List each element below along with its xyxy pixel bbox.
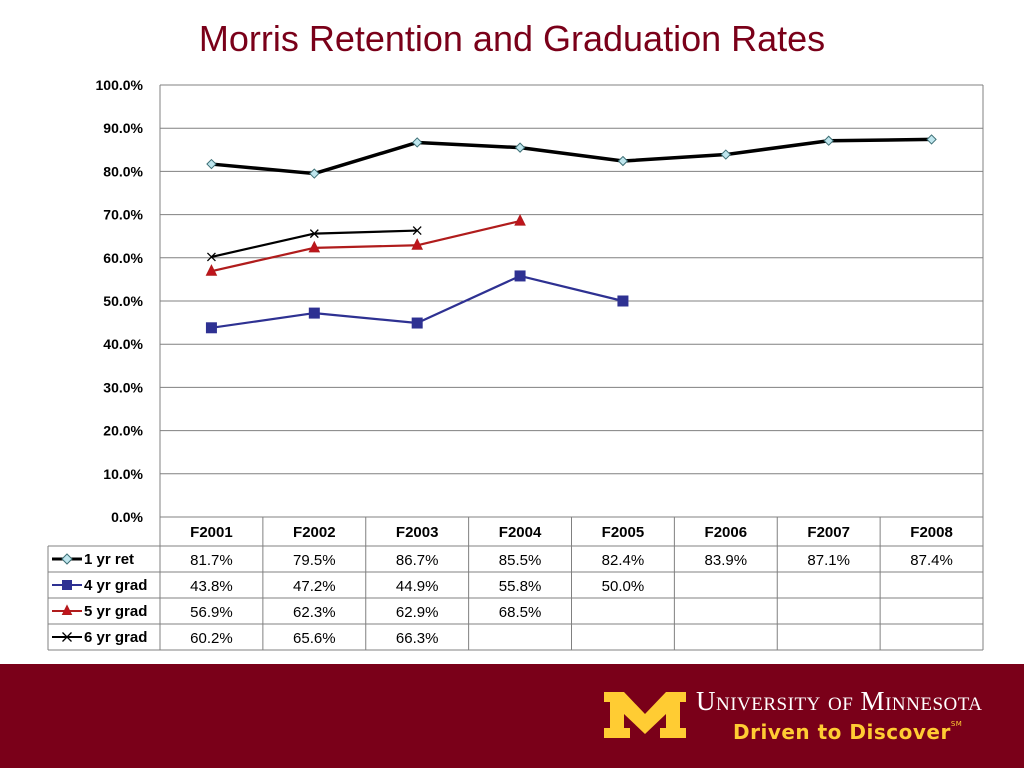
y-tick-label: 60.0% <box>103 250 143 266</box>
data-point <box>514 270 526 282</box>
tagline-text: Driven to Discover <box>733 720 951 744</box>
y-tick-label: 10.0% <box>103 466 143 482</box>
category-label: F2002 <box>293 524 336 541</box>
data-label: 79.5% <box>293 552 336 569</box>
data-label: 81.7% <box>190 552 233 569</box>
category-label: F2005 <box>602 524 645 541</box>
series-3 <box>206 226 422 262</box>
data-label: 65.6% <box>293 630 336 647</box>
series-line <box>211 220 521 273</box>
category-label: F2006 <box>705 524 748 541</box>
data-point <box>617 155 629 167</box>
legend-label: 5 yr grad <box>84 603 147 620</box>
series-line <box>211 137 932 176</box>
y-tick-label: 20.0% <box>103 423 143 439</box>
data-label: 87.4% <box>910 552 953 569</box>
data-label: 82.4% <box>602 552 645 569</box>
data-point <box>617 295 629 307</box>
data-label: 56.9% <box>190 604 233 621</box>
data-table: F2001 F2002 F2003 F2004 F2005 F2006 F2007 F2008… <box>47 516 984 651</box>
data-point <box>62 632 72 642</box>
footer-bar <box>0 664 1024 768</box>
data-label: 47.2% <box>293 578 336 595</box>
y-axis-ticks: 0.0% 10.0% 20.0% 30.0% 40.0% 50.0% 60.0% 70.0% 8… <box>96 77 144 525</box>
data-label: 62.9% <box>396 604 439 621</box>
data-point <box>720 149 732 160</box>
category-label: F2007 <box>807 524 850 541</box>
y-tick-label: 100.0% <box>96 77 144 93</box>
data-label: 83.9% <box>705 552 748 569</box>
y-tick-label: 50.0% <box>103 293 143 309</box>
data-label: 50.0% <box>602 578 645 595</box>
legend-label: 4 yr grad <box>84 577 147 594</box>
category-label: F2003 <box>396 524 439 541</box>
data-point <box>61 604 73 615</box>
university-name: University of Minnesota <box>696 686 983 716</box>
data-point <box>411 137 423 148</box>
legend-row: 4 yr grad <box>52 577 147 594</box>
y-tick-label: 0.0% <box>111 509 143 525</box>
series-2 <box>205 213 526 276</box>
data-label: 68.5% <box>499 604 542 621</box>
data-point <box>206 252 216 262</box>
data-label: 43.8% <box>190 578 233 595</box>
data-label: 60.2% <box>190 630 233 647</box>
data-label: 66.3% <box>396 630 439 647</box>
data-label: 86.7% <box>396 552 439 569</box>
gridlines <box>159 84 984 518</box>
y-tick-label: 40.0% <box>103 336 143 352</box>
data-point <box>823 135 834 146</box>
y-tick-label: 80.0% <box>103 163 143 179</box>
category-label: F2008 <box>910 524 953 541</box>
data-point <box>205 322 217 334</box>
data-point <box>206 158 217 170</box>
data-point <box>61 553 73 565</box>
legend-label: 6 yr grad <box>84 629 147 646</box>
data-point <box>62 580 72 590</box>
y-tick-label: 70.0% <box>103 207 143 223</box>
series-lines <box>205 134 937 334</box>
legend-row: 6 yr grad <box>52 629 147 646</box>
retention-chart: 0.0% 10.0% 20.0% 30.0% 40.0% 50.0% 60.0% 70.0% 8… <box>47 77 984 651</box>
legend-row: 5 yr grad <box>52 603 147 620</box>
data-point <box>205 264 218 276</box>
block-m-logo-icon <box>604 692 686 738</box>
tagline: Driven to DiscoverSM <box>733 720 962 744</box>
data-point <box>412 226 422 236</box>
data-label: 85.5% <box>499 552 542 569</box>
page-title: Morris Retention and Graduation Rates <box>198 18 826 59</box>
legend-label: 1 yr ret <box>84 551 134 568</box>
data-label: 62.3% <box>293 604 336 621</box>
data-point <box>514 213 526 226</box>
data-point <box>308 240 321 253</box>
data-label: 55.8% <box>499 578 542 595</box>
y-tick-label: 90.0% <box>103 120 143 136</box>
y-tick-label: 30.0% <box>103 379 143 395</box>
category-label: F2001 <box>190 524 233 541</box>
data-point <box>411 317 423 329</box>
data-point <box>514 142 526 153</box>
data-label: 44.9% <box>396 578 439 595</box>
data-label: 87.1% <box>807 552 850 569</box>
category-label: F2004 <box>499 524 542 541</box>
series-1 <box>205 270 629 334</box>
series-0 <box>206 134 937 179</box>
legend-row: 1 yr ret <box>52 551 134 568</box>
data-point <box>309 168 320 179</box>
service-mark: SM <box>950 720 963 728</box>
data-point <box>926 134 937 145</box>
data-point <box>308 307 320 319</box>
data-point <box>309 229 319 239</box>
data-point <box>411 238 423 250</box>
